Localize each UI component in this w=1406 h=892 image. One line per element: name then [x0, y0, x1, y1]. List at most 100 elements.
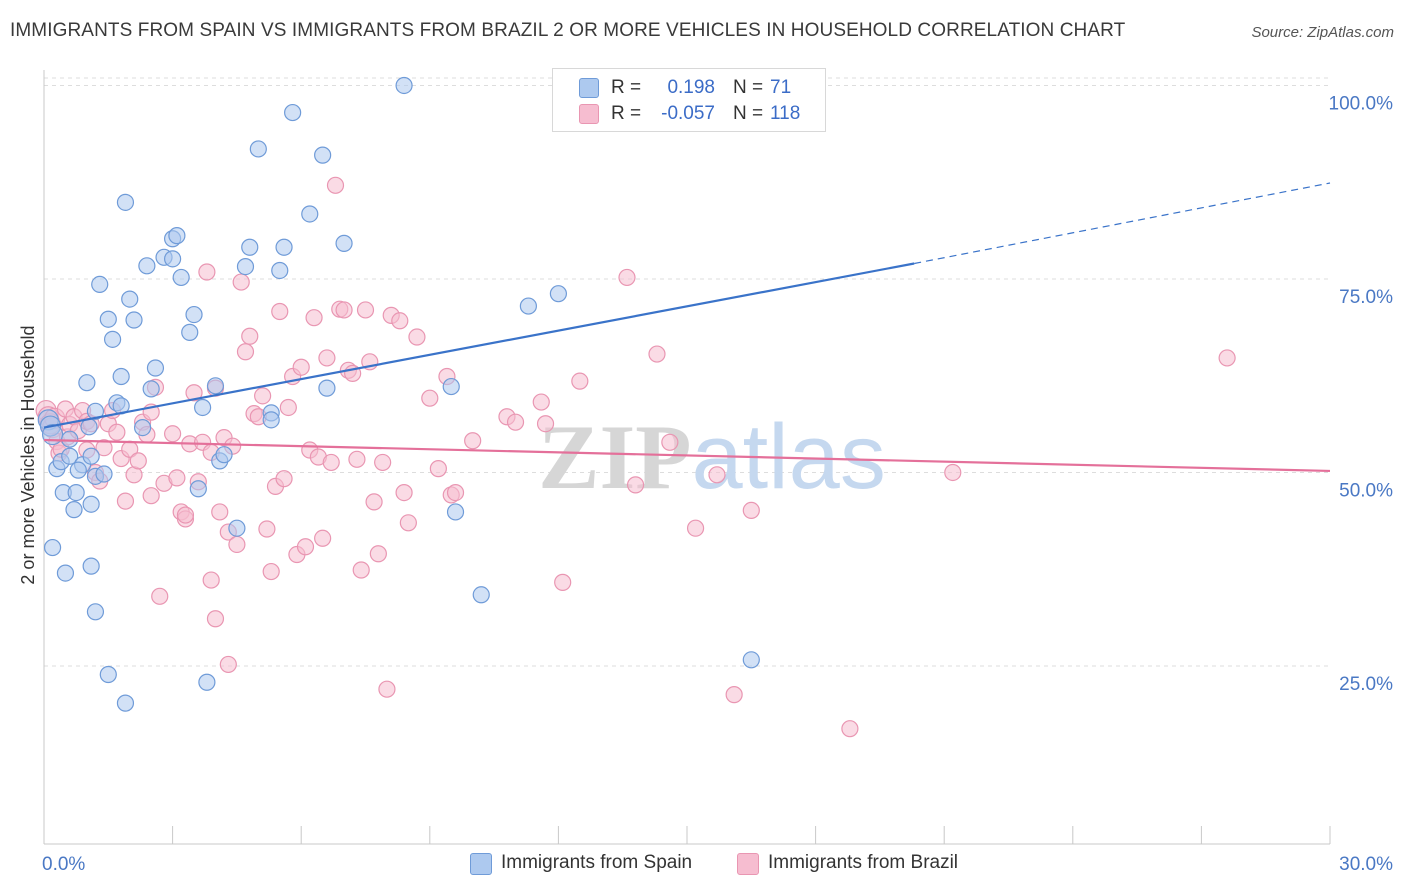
spain-point-53 [301, 205, 319, 223]
spain-point-39 [194, 398, 212, 417]
brazil-point-106 [841, 720, 859, 738]
y-tick-label-25: 25.0% [1339, 674, 1393, 695]
brazil-point-33 [168, 469, 186, 487]
brazil-point-58 [275, 470, 293, 488]
brazil-point-37 [185, 384, 203, 402]
brazil-point-108 [1218, 349, 1236, 367]
brazil-point-71 [335, 301, 353, 319]
y-tick-label-75: 75.0% [1339, 287, 1393, 308]
spain-point-59 [446, 503, 465, 521]
brazil-point-57 [271, 302, 289, 321]
spain-point-44 [228, 519, 246, 537]
x-tick-label-max: 30.0% [1339, 854, 1393, 875]
legend-n-label-spain: N = [733, 77, 764, 98]
spain-point-68 [95, 465, 113, 483]
brazil-point-95 [536, 415, 555, 433]
spain-point-8 [61, 447, 79, 465]
brazil-point-75 [352, 561, 370, 579]
spain-point-37 [181, 323, 199, 341]
brazil-point-78 [365, 493, 383, 511]
spain-point-12 [78, 374, 96, 392]
spain-point-35 [168, 227, 186, 245]
brazil-point-110 [202, 571, 220, 589]
y-axis-title: 2 or more Vehicles in Household [18, 325, 38, 584]
brazil-point-117 [176, 506, 195, 524]
brazil-point-102 [686, 519, 705, 537]
spain-point-63 [742, 651, 760, 669]
spain-point-65 [99, 665, 117, 684]
legend-r-value-spain: 0.198 [667, 77, 715, 98]
brazil-point-68 [318, 349, 336, 367]
spain-point-21 [103, 330, 122, 348]
spain-point-15 [86, 402, 105, 420]
spain-point-69 [61, 430, 79, 448]
source-label: Source: ZipAtlas.com [1251, 24, 1394, 41]
spain-point-64 [86, 603, 105, 621]
brazil-point-107 [944, 463, 962, 482]
spain-point-27 [125, 311, 143, 329]
spain-point-3 [43, 538, 62, 557]
spain-point-50 [271, 261, 289, 280]
series-label-spain: Immigrants from Spain [501, 852, 693, 873]
axes [43, 70, 1331, 845]
brazil-point-103 [708, 466, 726, 484]
spain-point-30 [142, 380, 160, 398]
spain-point-60 [472, 586, 490, 604]
legend-n-label-brazil: N = [733, 103, 764, 124]
brazil-point-99 [626, 476, 645, 494]
spain-point-19 [91, 275, 109, 293]
spain-points [37, 76, 760, 712]
series-legend: Immigrants from Spain Immigrants from Br… [0, 848, 1406, 878]
spain-point-14 [82, 447, 100, 465]
spain-point-10 [67, 484, 85, 502]
spain-point-61 [519, 297, 537, 315]
spain-point-54 [314, 146, 332, 164]
brazil-point-79 [369, 545, 387, 563]
spain-trend-line [43, 262, 915, 429]
spain-trend-extension [914, 182, 1331, 265]
brazil-point-63 [296, 538, 315, 556]
spain-point-62 [549, 285, 568, 303]
spain-point-57 [395, 76, 413, 95]
spain-point-38 [185, 305, 203, 324]
spain-point-49 [262, 411, 280, 429]
brazil-point-101 [661, 433, 679, 451]
brazil-point-86 [421, 389, 439, 407]
spain-point-46 [241, 238, 259, 256]
brazil-point-115 [116, 492, 135, 510]
y-tick-label-50: 50.0% [1339, 480, 1393, 501]
brazil-point-112 [219, 655, 237, 674]
brazil-point-54 [258, 520, 276, 538]
series-label-brazil: Immigrants from Brazil [768, 852, 959, 873]
spain-point-67 [198, 673, 216, 691]
brazil-point-74 [348, 450, 366, 468]
spain-point-9 [65, 501, 83, 519]
spain-point-26 [121, 290, 139, 308]
spain-point-16 [82, 557, 100, 575]
brazil-point-104 [725, 686, 743, 704]
brazil-point-90 [446, 484, 465, 502]
brazil-point-19 [95, 439, 113, 457]
brazil-point-55 [262, 562, 280, 581]
grid-lines [44, 77, 1330, 667]
legend-n-value-brazil: 118 [770, 103, 801, 124]
spain-point-25 [116, 193, 135, 211]
brazil-point-100 [648, 345, 666, 363]
brazil-point-65 [305, 309, 323, 327]
brazil-point-84 [399, 514, 417, 532]
brazil-point-109 [326, 176, 345, 194]
spain-point-66 [116, 694, 135, 712]
brazil-point-62 [292, 358, 310, 376]
legend-r-label-brazil: R = [611, 103, 642, 124]
brazil-point-48 [232, 273, 250, 291]
brazil-point-93 [506, 413, 525, 431]
brazil-point-40 [198, 263, 216, 281]
brazil-point-32 [164, 425, 182, 443]
series-swatch-spain [470, 853, 492, 875]
brazil-point-114 [151, 587, 169, 605]
brazil-point-91 [464, 432, 482, 450]
series-swatch-brazil [737, 853, 759, 875]
spain-point-45 [236, 257, 255, 276]
y-tick-label-100: 100.0% [1329, 93, 1394, 114]
